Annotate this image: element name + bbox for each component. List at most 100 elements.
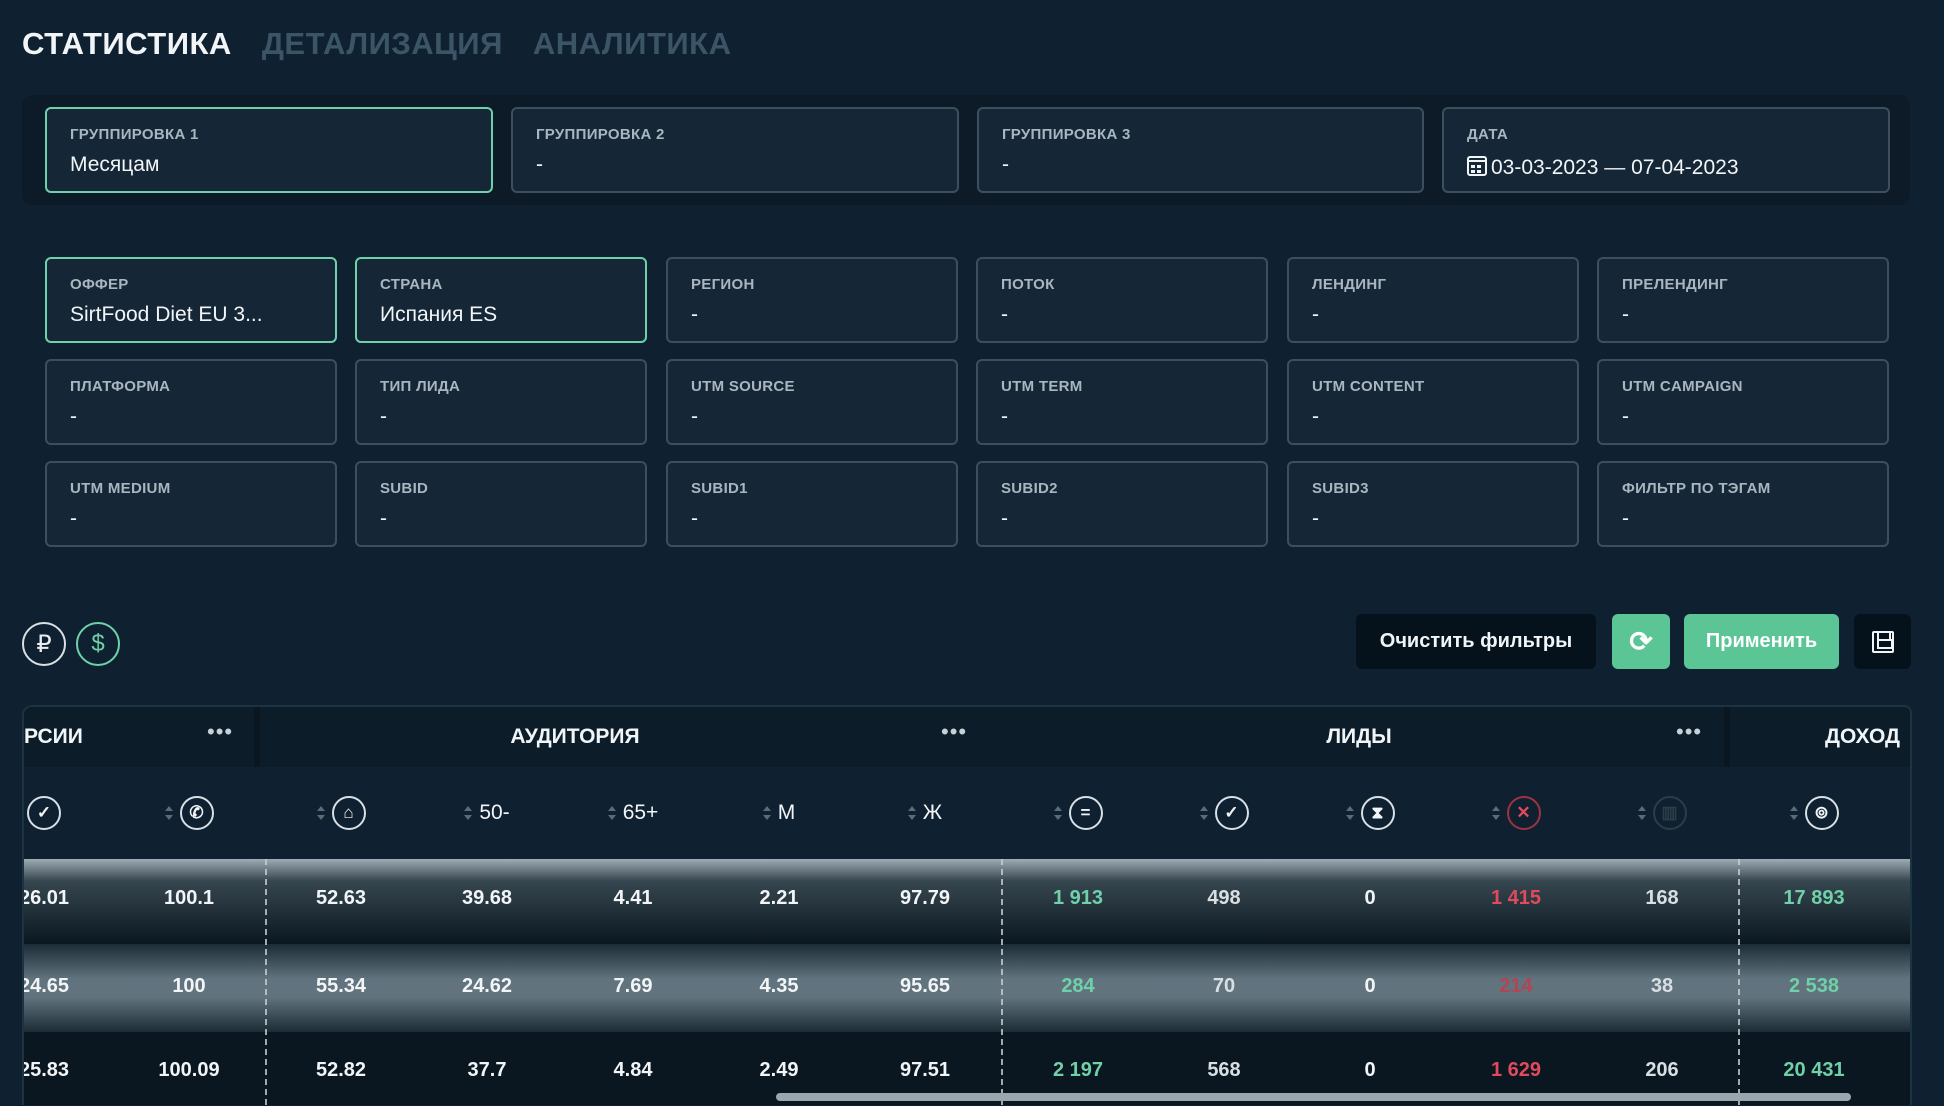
refresh-icon: ⟳ bbox=[1629, 626, 1653, 657]
group-header-audience: АУДИТОРИЯ bbox=[260, 707, 1010, 767]
filter-label: SUBID1 bbox=[691, 480, 748, 497]
column-header[interactable]: М bbox=[719, 767, 839, 859]
filter-оффер[interactable]: ОФФЕР SirtFood Diet EU 3... bbox=[45, 257, 337, 343]
filter-value: - bbox=[1312, 507, 1319, 530]
table-cell: 214 bbox=[1499, 975, 1533, 997]
filter-label: UTM TERM bbox=[1001, 378, 1083, 395]
grouping-2-select[interactable]: ГРУППИРОВКА 2 - bbox=[511, 107, 959, 193]
clear-filters-button[interactable]: Очистить фильтры bbox=[1356, 614, 1596, 669]
column-header[interactable]: ▥ bbox=[1602, 767, 1722, 859]
filter-label: SUBID3 bbox=[1312, 480, 1369, 497]
sort-icon bbox=[1345, 806, 1354, 820]
equals-icon: = bbox=[1068, 796, 1103, 830]
save-button[interactable] bbox=[1854, 614, 1911, 669]
leads-menu-icon[interactable]: ••• bbox=[1676, 719, 1703, 744]
column-header[interactable]: ⧗ bbox=[1310, 767, 1430, 859]
table-cell: 2 538 bbox=[1788, 975, 1840, 997]
filter-label: ТИП ЛИДА bbox=[380, 378, 461, 395]
filter-платформа[interactable]: ПЛАТФОРМА - bbox=[45, 359, 337, 445]
conversions-menu-icon[interactable]: ••• bbox=[207, 719, 234, 744]
sort-icon bbox=[907, 806, 916, 820]
filter-subid1[interactable]: SUBID1 - bbox=[666, 461, 958, 547]
table-cell: 37.7 bbox=[467, 1059, 507, 1081]
filter-value: - bbox=[70, 507, 77, 530]
filter-value: - bbox=[1312, 303, 1319, 326]
table-row[interactable]: 25.83 100.09 52.82 37.7 4.84 2.49 97.51 2 197 56… bbox=[24, 1032, 1910, 1105]
table-cell: 20 431 bbox=[1783, 1059, 1845, 1081]
audience-menu-icon[interactable]: ••• bbox=[941, 719, 968, 744]
date-range-picker[interactable]: ДАТА 03-03-2023 — 07-04-2023 bbox=[1442, 107, 1890, 193]
table-cell: 4.35 bbox=[759, 975, 799, 997]
apply-button[interactable]: Применить bbox=[1684, 614, 1839, 669]
filter-utm-term[interactable]: UTM TERM - bbox=[976, 359, 1268, 445]
filter-subid2[interactable]: SUBID2 - bbox=[976, 461, 1268, 547]
rub-currency-toggle[interactable]: ₽ bbox=[22, 622, 66, 666]
column-header[interactable]: ✓ bbox=[24, 767, 104, 859]
table-row[interactable]: 26.01 100.1 52.63 39.68 4.41 2.21 97.79 1 913 49… bbox=[24, 859, 1910, 944]
column-header[interactable]: ⌂ bbox=[281, 767, 401, 859]
column-header-label: Ж bbox=[922, 801, 943, 824]
filter-label: UTM MEDIUM bbox=[70, 480, 171, 497]
grouping-2-label: ГРУППИРОВКА 2 bbox=[536, 126, 665, 143]
table-cell: 70 bbox=[1212, 975, 1236, 997]
column-header[interactable]: 65+ bbox=[573, 767, 693, 859]
table-cell: 17 893 bbox=[1783, 887, 1845, 909]
filter-value: - bbox=[1622, 303, 1629, 326]
sort-icon bbox=[1199, 806, 1208, 820]
column-header[interactable]: ✆ bbox=[129, 767, 249, 859]
money-icon: ⊚ bbox=[1804, 796, 1839, 830]
filter-поток[interactable]: ПОТОК - bbox=[976, 257, 1268, 343]
filter-фильтр-по-тэгам[interactable]: ФИЛЬТР ПО ТЭГАМ - bbox=[1597, 461, 1889, 547]
filter-subid[interactable]: SUBID - bbox=[355, 461, 647, 547]
filter-subid3[interactable]: SUBID3 - bbox=[1287, 461, 1579, 547]
column-header[interactable]: ✕ bbox=[1456, 767, 1576, 859]
table-cell: 38 bbox=[1650, 975, 1674, 997]
usd-currency-toggle[interactable]: $ bbox=[76, 622, 120, 666]
filter-value: - bbox=[691, 507, 698, 530]
hourglass-icon: ⧗ bbox=[1360, 796, 1395, 830]
filter-value: - bbox=[1001, 303, 1008, 326]
date-value: 03-03-2023 — 07-04-2023 bbox=[1491, 156, 1739, 179]
filter-страна[interactable]: СТРАНА Испания ES bbox=[355, 257, 647, 343]
filter-лендинг[interactable]: ЛЕНДИНГ - bbox=[1287, 257, 1579, 343]
column-header[interactable]: Ж bbox=[865, 767, 985, 859]
tab-statistics[interactable]: СТАТИСТИКА bbox=[22, 26, 232, 61]
table-column-header: ✓ ✆ ⌂ 50- 65+ М Ж = ✓ ⧗ ✕ ▥ ⊚ bbox=[24, 767, 1910, 859]
phone-percent-icon: ✆ bbox=[179, 796, 214, 830]
horizontal-scrollbar[interactable] bbox=[776, 1093, 1851, 1101]
calendar-icon bbox=[1467, 156, 1487, 176]
table-cell: 2 197 bbox=[1052, 1059, 1104, 1081]
table-cell: 4.41 bbox=[613, 887, 653, 909]
table-cell: 206 bbox=[1645, 1059, 1679, 1081]
table-cell: 24.62 bbox=[461, 975, 513, 997]
table-cell: 7.69 bbox=[613, 975, 653, 997]
filter-value: - bbox=[691, 303, 698, 326]
table-row[interactable]: 24.65 100 55.34 24.62 7.69 4.35 95.65 284 70 0 214… bbox=[24, 944, 1910, 1032]
refresh-button[interactable]: ⟳ bbox=[1612, 614, 1670, 669]
sort-icon bbox=[164, 806, 173, 820]
filter-utm-source[interactable]: UTM SOURCE - bbox=[666, 359, 958, 445]
table-cell: 1 629 bbox=[1490, 1059, 1542, 1081]
column-header[interactable]: ✓ bbox=[1164, 767, 1284, 859]
filter-тип-лида[interactable]: ТИП ЛИДА - bbox=[355, 359, 647, 445]
filter-utm-campaign[interactable]: UTM CAMPAIGN - bbox=[1597, 359, 1889, 445]
column-header[interactable]: 50- bbox=[427, 767, 547, 859]
grouping-1-select[interactable]: ГРУППИРОВКА 1 Месяцам bbox=[45, 107, 493, 193]
table-cell: 284 bbox=[1061, 975, 1095, 997]
tab-analytics[interactable]: АНАЛИТИКА bbox=[532, 26, 732, 61]
filter-регион[interactable]: РЕГИОН - bbox=[666, 257, 958, 343]
column-header[interactable]: = bbox=[1018, 767, 1138, 859]
filter-прелендинг[interactable]: ПРЕЛЕНДИНГ - bbox=[1597, 257, 1889, 343]
table-cell: 52.63 bbox=[315, 887, 367, 909]
sort-icon bbox=[316, 806, 325, 820]
filter-label: ЛЕНДИНГ bbox=[1312, 276, 1387, 293]
filter-utm-medium[interactable]: UTM MEDIUM - bbox=[45, 461, 337, 547]
table-cell: 0 bbox=[1364, 887, 1376, 909]
filter-value: - bbox=[380, 405, 387, 428]
grouping-3-select[interactable]: ГРУППИРОВКА 3 - bbox=[977, 107, 1424, 193]
stats-table: РСИИ ••• АУДИТОРИЯ ••• ЛИДЫ ••• ДОХОД ✓ ✆… bbox=[22, 705, 1912, 1105]
tab-details[interactable]: ДЕТАЛИЗАЦИЯ bbox=[261, 26, 503, 61]
filter-utm-content[interactable]: UTM CONTENT - bbox=[1287, 359, 1579, 445]
check-percent-icon: ✓ bbox=[27, 796, 61, 830]
column-header[interactable]: ⊚ bbox=[1754, 767, 1874, 859]
